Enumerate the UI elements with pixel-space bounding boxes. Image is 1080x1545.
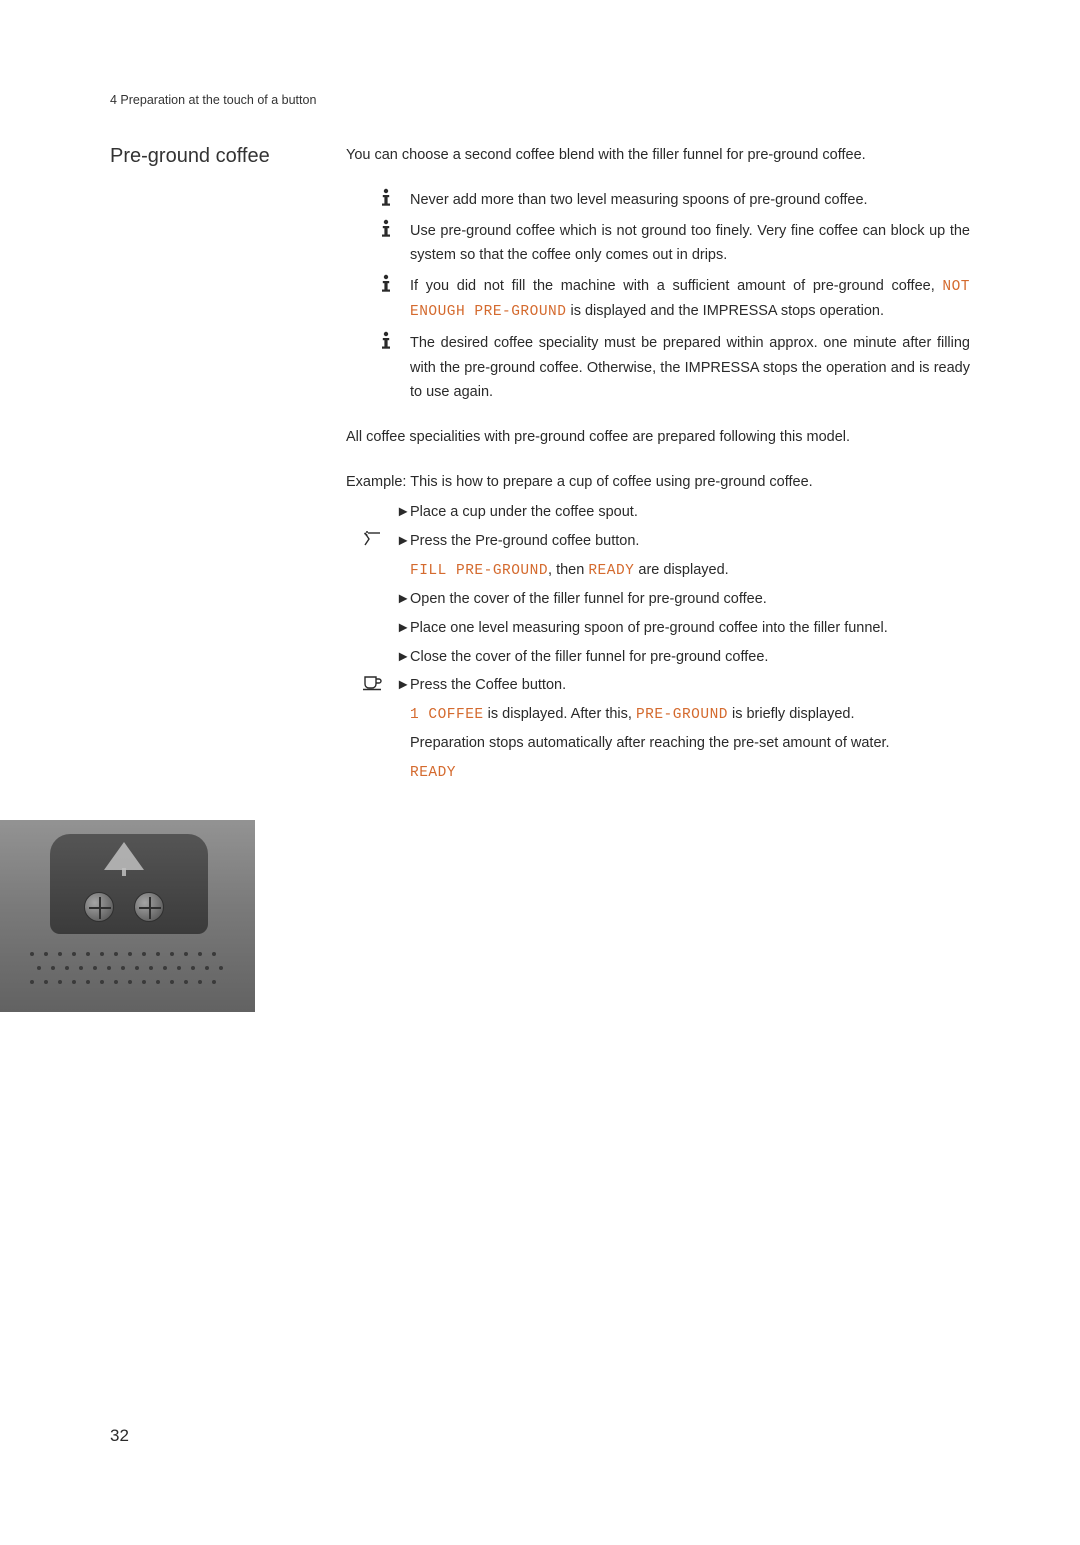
body-column: You can choose a second coffee blend wit… (346, 143, 970, 789)
info-note-text: Never add more than two level measuring … (410, 192, 868, 208)
display-text-fill: FILL PRE-GROUND (410, 563, 548, 579)
mid-paragraph: All coffee specialities with pre-ground … (346, 425, 970, 450)
info-note-text-pre: If you did not fill the machine with a s… (410, 278, 942, 294)
step-arrow-icon: ► (396, 587, 410, 612)
info-note: The desired coffee speciality must be pr… (380, 331, 970, 405)
step-result-ready: READY (380, 760, 970, 786)
step-arrow-icon: ► (396, 645, 410, 670)
step-text: Close the cover of the filler funnel for… (410, 649, 768, 665)
info-note: Use pre-ground coffee which is not groun… (380, 219, 970, 268)
display-text-preground: PRE-GROUND (636, 707, 728, 723)
section-title: Pre-ground coffee (110, 143, 298, 169)
step-list: ► Place a cup under the coffee spout. ► … (380, 500, 970, 553)
step-result-mid: , then (548, 562, 588, 578)
step-item: ► Place one level measuring spoon of pre… (380, 616, 970, 641)
display-text-ready: READY (410, 765, 456, 781)
info-icon (380, 188, 396, 206)
info-note-list: Never add more than two level measuring … (380, 188, 970, 405)
info-icon (380, 274, 396, 292)
info-note-text: Use pre-ground coffee which is not groun… (410, 223, 970, 264)
grinder-triangle-stem (122, 868, 126, 876)
chapter-header: 4 Preparation at the touch of a button (110, 90, 970, 111)
info-note-text: The desired coffee speciality must be pr… (410, 335, 970, 400)
step-arrow-icon: ► (396, 616, 410, 641)
step-arrow-icon: ► (396, 529, 410, 554)
step-list: ► Open the cover of the filler funnel fo… (380, 587, 970, 698)
step-text: Press the Pre-ground coffee button. (410, 533, 639, 549)
step-result: 1 COFFEE is displayed. After this, PRE-G… (380, 702, 970, 728)
step-result-post: are displayed. (634, 562, 728, 578)
preground-button-icon (362, 529, 386, 549)
step-arrow-icon: ► (396, 500, 410, 525)
grinder-triangle-icon (104, 842, 144, 870)
info-icon (380, 219, 396, 237)
step-arrow-icon: ► (396, 673, 410, 698)
step-item: ► Close the cover of the filler funnel f… (380, 645, 970, 670)
step-text: Open the cover of the filler funnel for … (410, 591, 767, 607)
left-margin-column: Pre-ground coffee (110, 143, 298, 789)
info-note: Never add more than two level measuring … (380, 188, 970, 213)
step-text: Place one level measuring spoon of pre-g… (410, 620, 888, 636)
step-item: ► Press the Pre-ground coffee button. (380, 529, 970, 554)
example-paragraph: Example: This is how to prepare a cup of… (346, 470, 970, 495)
step-result-mid1: is displayed. After this, (484, 706, 636, 722)
grinder-dial-icon (84, 892, 114, 922)
step-item: ► Press the Coffee button. (380, 673, 970, 698)
intro-paragraph: You can choose a second coffee blend wit… (346, 143, 970, 168)
grinder-dial-icon (134, 892, 164, 922)
info-note: If you did not fill the machine with a s… (380, 274, 970, 325)
machine-top-photo (0, 820, 255, 1012)
page-number: 32 (110, 1422, 129, 1451)
step-item: ► Open the cover of the filler funnel fo… (380, 587, 970, 612)
content-columns: Pre-ground coffee You can choose a secon… (110, 143, 970, 789)
step-text: Place a cup under the coffee spout. (410, 504, 638, 520)
display-text-one-coffee: 1 COFFEE (410, 707, 484, 723)
step-text: Press the Coffee button. (410, 677, 566, 693)
machine-dot-pattern (30, 952, 225, 1002)
step-item: ► Place a cup under the coffee spout. (380, 500, 970, 525)
info-icon (380, 331, 396, 349)
step-result-mid2: is briefly displayed. (728, 706, 855, 722)
coffee-button-icon (362, 673, 386, 693)
step-result: Preparation stops automatically after re… (380, 731, 970, 756)
display-text-ready: READY (588, 563, 634, 579)
info-note-text-post: is displayed and the IMPRESSA stops oper… (566, 303, 884, 319)
step-result: FILL PRE-GROUND, then READY are displaye… (380, 558, 970, 584)
